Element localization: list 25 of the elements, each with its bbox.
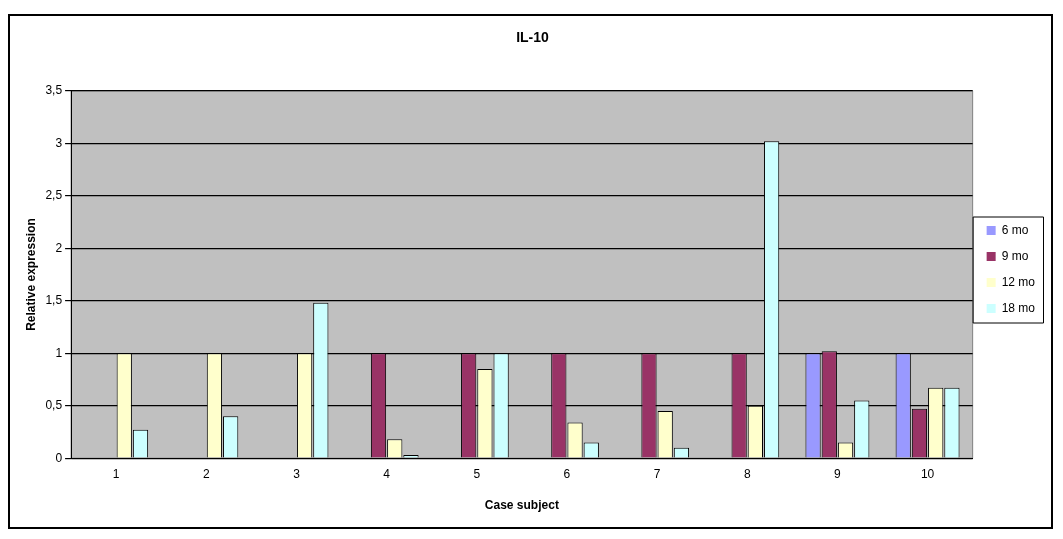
x-tick-label: 7: [653, 466, 661, 481]
y-tick-label: 1,5: [45, 293, 63, 308]
y-tick-label: 3: [55, 135, 63, 150]
y-tick-label: 0,5: [45, 398, 63, 413]
x-tick-label: 1: [112, 466, 120, 481]
legend-label: 18 mo: [1001, 300, 1036, 315]
x-axis-title: Case subject: [484, 498, 559, 513]
y-tick-label: 1: [55, 345, 63, 360]
y-tick-label: 3,5: [45, 83, 63, 98]
x-tick-label: 10: [920, 466, 935, 481]
y-tick-label: 2: [55, 240, 63, 255]
x-tick-label: 6: [563, 466, 571, 481]
x-tick-label: 8: [743, 466, 751, 481]
y-tick-label: 0: [55, 450, 63, 465]
legend-label: 9 mo: [1001, 248, 1029, 263]
y-axis-title: Relative expression: [23, 218, 38, 331]
x-tick-label: 3: [293, 466, 301, 481]
legend-label: 6 mo: [1001, 222, 1029, 237]
x-tick-label: 5: [473, 466, 481, 481]
x-tick-label: 4: [383, 466, 391, 481]
legend-label: 12 mo: [1001, 274, 1036, 289]
x-tick-label: 2: [202, 466, 210, 481]
x-tick-label: 9: [834, 466, 842, 481]
y-tick-label: 2,5: [45, 188, 63, 203]
chart-title: IL-10: [516, 29, 550, 46]
